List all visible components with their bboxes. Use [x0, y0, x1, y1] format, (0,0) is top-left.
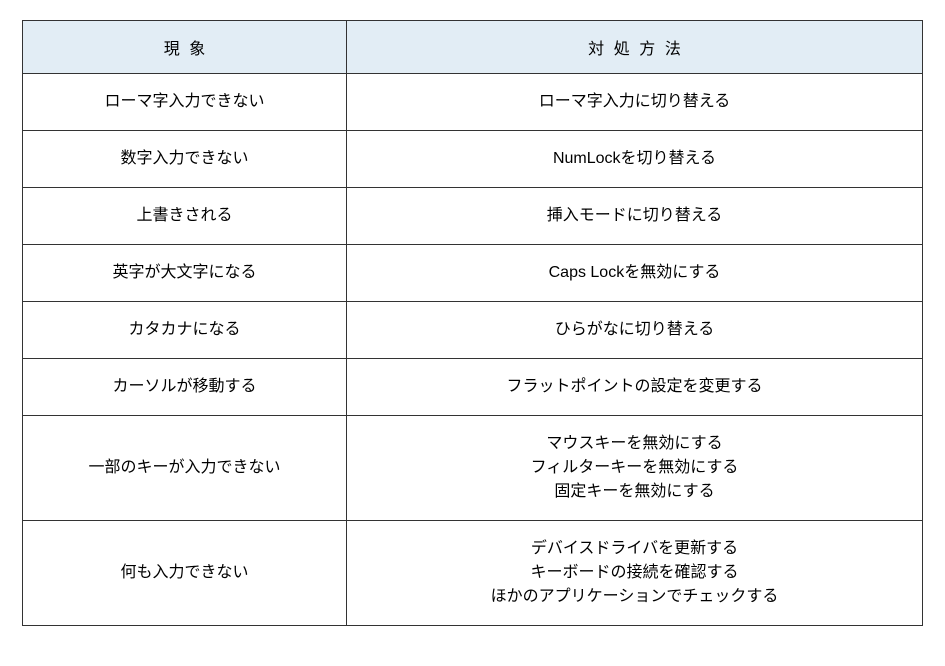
cell-solution: 挿入モードに切り替える — [347, 188, 923, 245]
cell-solution: ローマ字入力に切り替える — [347, 74, 923, 131]
table-row: 一部のキーが入力できない マウスキーを無効にする フィルターキーを無効にする 固… — [23, 416, 923, 521]
cell-phenomenon: ローマ字入力できない — [23, 74, 347, 131]
cell-solution: Caps Lockを無効にする — [347, 245, 923, 302]
table-header-row: 現象 対処方法 — [23, 21, 923, 74]
table-row: ローマ字入力できない ローマ字入力に切り替える — [23, 74, 923, 131]
cell-phenomenon: カタカナになる — [23, 302, 347, 359]
cell-solution: マウスキーを無効にする フィルターキーを無効にする 固定キーを無効にする — [347, 416, 923, 521]
page: 現象 対処方法 ローマ字入力できない ローマ字入力に切り替える 数字入力できない… — [0, 0, 945, 666]
col-header-phenomenon: 現象 — [23, 21, 347, 74]
table-row: カーソルが移動する フラットポイントの設定を変更する — [23, 359, 923, 416]
cell-phenomenon: 何も入力できない — [23, 521, 347, 626]
cell-solution: フラットポイントの設定を変更する — [347, 359, 923, 416]
cell-solution: ひらがなに切り替える — [347, 302, 923, 359]
table-row: 上書きされる 挿入モードに切り替える — [23, 188, 923, 245]
cell-phenomenon: 英字が大文字になる — [23, 245, 347, 302]
cell-phenomenon: 一部のキーが入力できない — [23, 416, 347, 521]
table-row: 数字入力できない NumLockを切り替える — [23, 131, 923, 188]
table-row: 何も入力できない デバイスドライバを更新する キーボードの接続を確認する ほかの… — [23, 521, 923, 626]
trouble-table: 現象 対処方法 ローマ字入力できない ローマ字入力に切り替える 数字入力できない… — [22, 20, 923, 626]
col-header-solution: 対処方法 — [347, 21, 923, 74]
cell-solution: デバイスドライバを更新する キーボードの接続を確認する ほかのアプリケーションで… — [347, 521, 923, 626]
cell-phenomenon: 数字入力できない — [23, 131, 347, 188]
cell-phenomenon: カーソルが移動する — [23, 359, 347, 416]
cell-solution: NumLockを切り替える — [347, 131, 923, 188]
table-row: 英字が大文字になる Caps Lockを無効にする — [23, 245, 923, 302]
cell-phenomenon: 上書きされる — [23, 188, 347, 245]
table-row: カタカナになる ひらがなに切り替える — [23, 302, 923, 359]
